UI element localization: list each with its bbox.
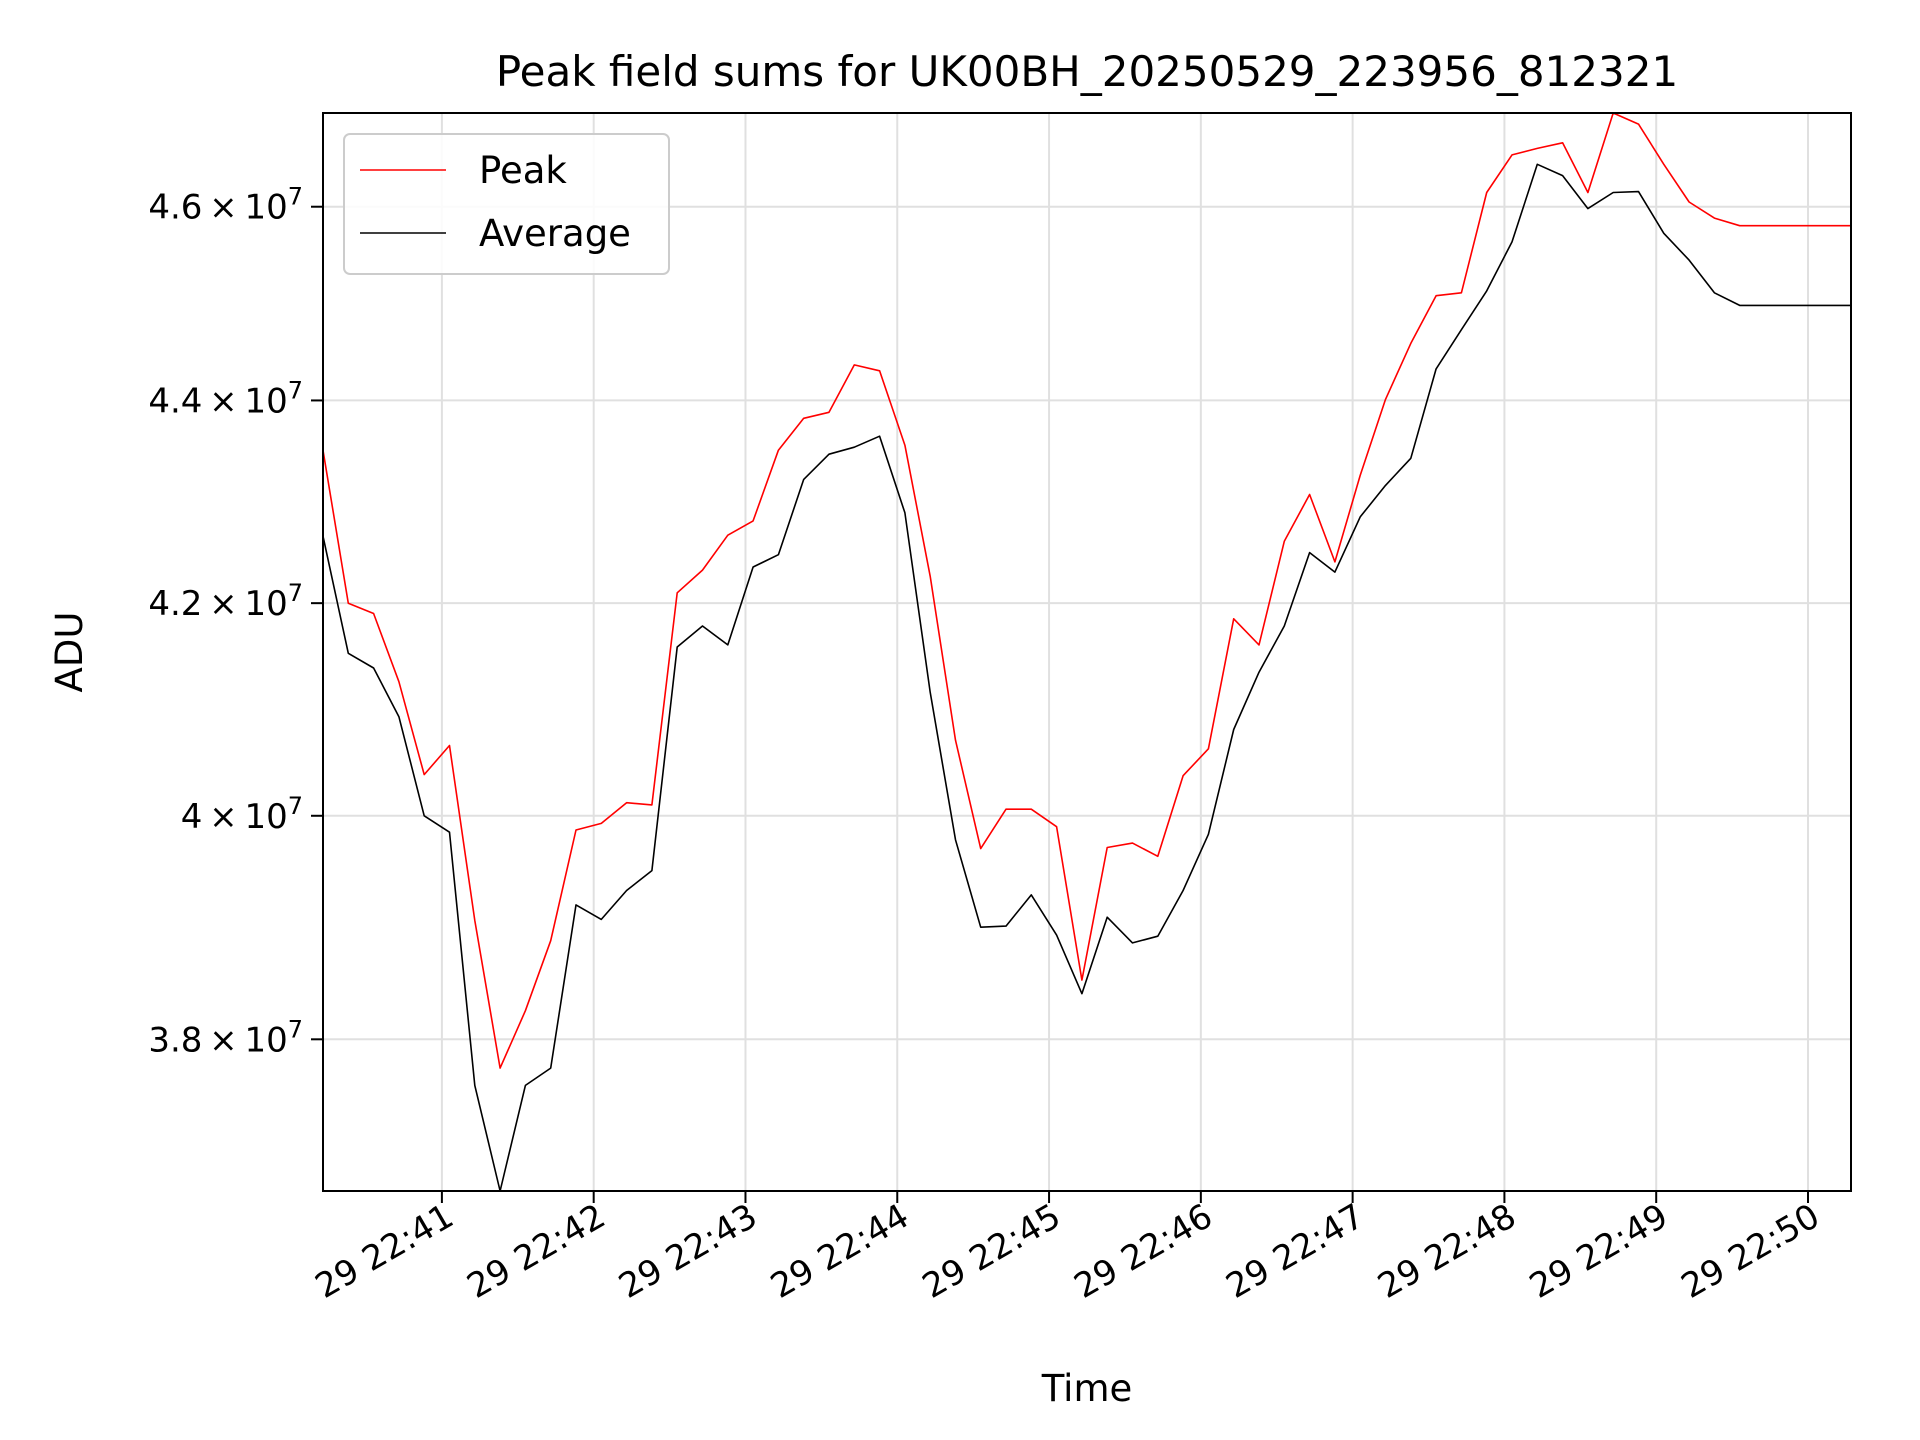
x-tick-label: 29 22:46 (1068, 1196, 1220, 1307)
x-tick-label: 29 22:44 (764, 1196, 916, 1307)
series-lines (322, 112, 1851, 1192)
legend-label-average: Average (479, 212, 631, 255)
x-axis: 29 22:41 29 22:42 29 22:43 29 22:44 29 22:45… (309, 1191, 1827, 1307)
series-line-peak (322, 112, 1851, 1069)
x-tick-label: 29 22:43 (612, 1196, 764, 1307)
y-tick-label: 4 × 107 (181, 792, 303, 837)
y-tick-label: 4.2 × 107 (148, 579, 303, 624)
y-axis: 3.8 × 107 4 × 107 4.2 × 107 4.4 × 107 4.6 × … (148, 183, 323, 1060)
y-tick-label: 4.4 × 107 (148, 376, 303, 421)
x-tick-label: 29 22:47 (1219, 1196, 1371, 1307)
x-tick-label: 29 22:42 (460, 1196, 612, 1307)
x-tick-label: 29 22:49 (1523, 1196, 1675, 1307)
series-line-average (322, 163, 1851, 1192)
legend: Peak Average (343, 133, 670, 275)
y-tick-label: 3.8 × 107 (148, 1015, 303, 1060)
plot-frame (322, 112, 1852, 1192)
chart-title: Peak field sums for UK00BH_20250529_2239… (496, 47, 1678, 96)
x-tick-label: 29 22:50 (1675, 1196, 1827, 1307)
x-tick-label: 29 22:41 (309, 1196, 461, 1307)
grid-lines (323, 113, 1851, 1191)
y-tick-label: 4.6 × 107 (148, 183, 303, 228)
y-axis-label: ADU (48, 612, 91, 693)
x-tick-label: 29 22:48 (1371, 1196, 1523, 1307)
legend-box (343, 133, 670, 275)
x-axis-label: Time (1041, 1367, 1133, 1410)
legend-label-peak: Peak (479, 149, 567, 192)
x-tick-label: 29 22:45 (916, 1196, 1068, 1307)
